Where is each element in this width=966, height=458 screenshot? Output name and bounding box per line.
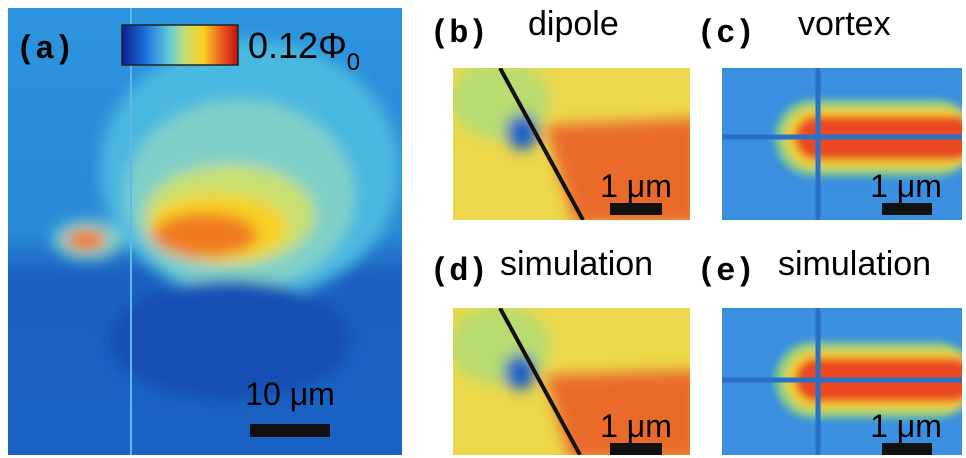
colorbar	[122, 25, 238, 65]
panel-title: simulation	[778, 245, 931, 283]
panel-label: (b)	[430, 15, 488, 52]
scale-bar-label: 10 μm	[245, 376, 335, 412]
scale-bar-label: 1 μm	[870, 168, 942, 204]
scale-bar	[610, 443, 662, 455]
figure: 0.12Φ0 (a) 10 μm	[0, 0, 966, 458]
scale-bar-label: 1 μm	[600, 408, 672, 444]
scale-bar	[250, 424, 330, 437]
scale-bar-label: 1 μm	[600, 168, 672, 204]
panel-label: (a)	[16, 31, 74, 68]
scale-bar	[882, 203, 932, 215]
panel-title: dipole	[528, 5, 619, 43]
panel-label: (e)	[697, 253, 755, 290]
scale-bar	[882, 443, 932, 455]
panel-label: (d)	[430, 253, 488, 290]
panel-title: simulation	[500, 245, 653, 283]
panel-a-image	[8, 8, 402, 455]
scale-bar-label: 1 μm	[870, 408, 942, 444]
panel-label: (c)	[697, 15, 755, 52]
panel-title: vortex	[798, 5, 891, 43]
scale-bar	[610, 203, 662, 215]
